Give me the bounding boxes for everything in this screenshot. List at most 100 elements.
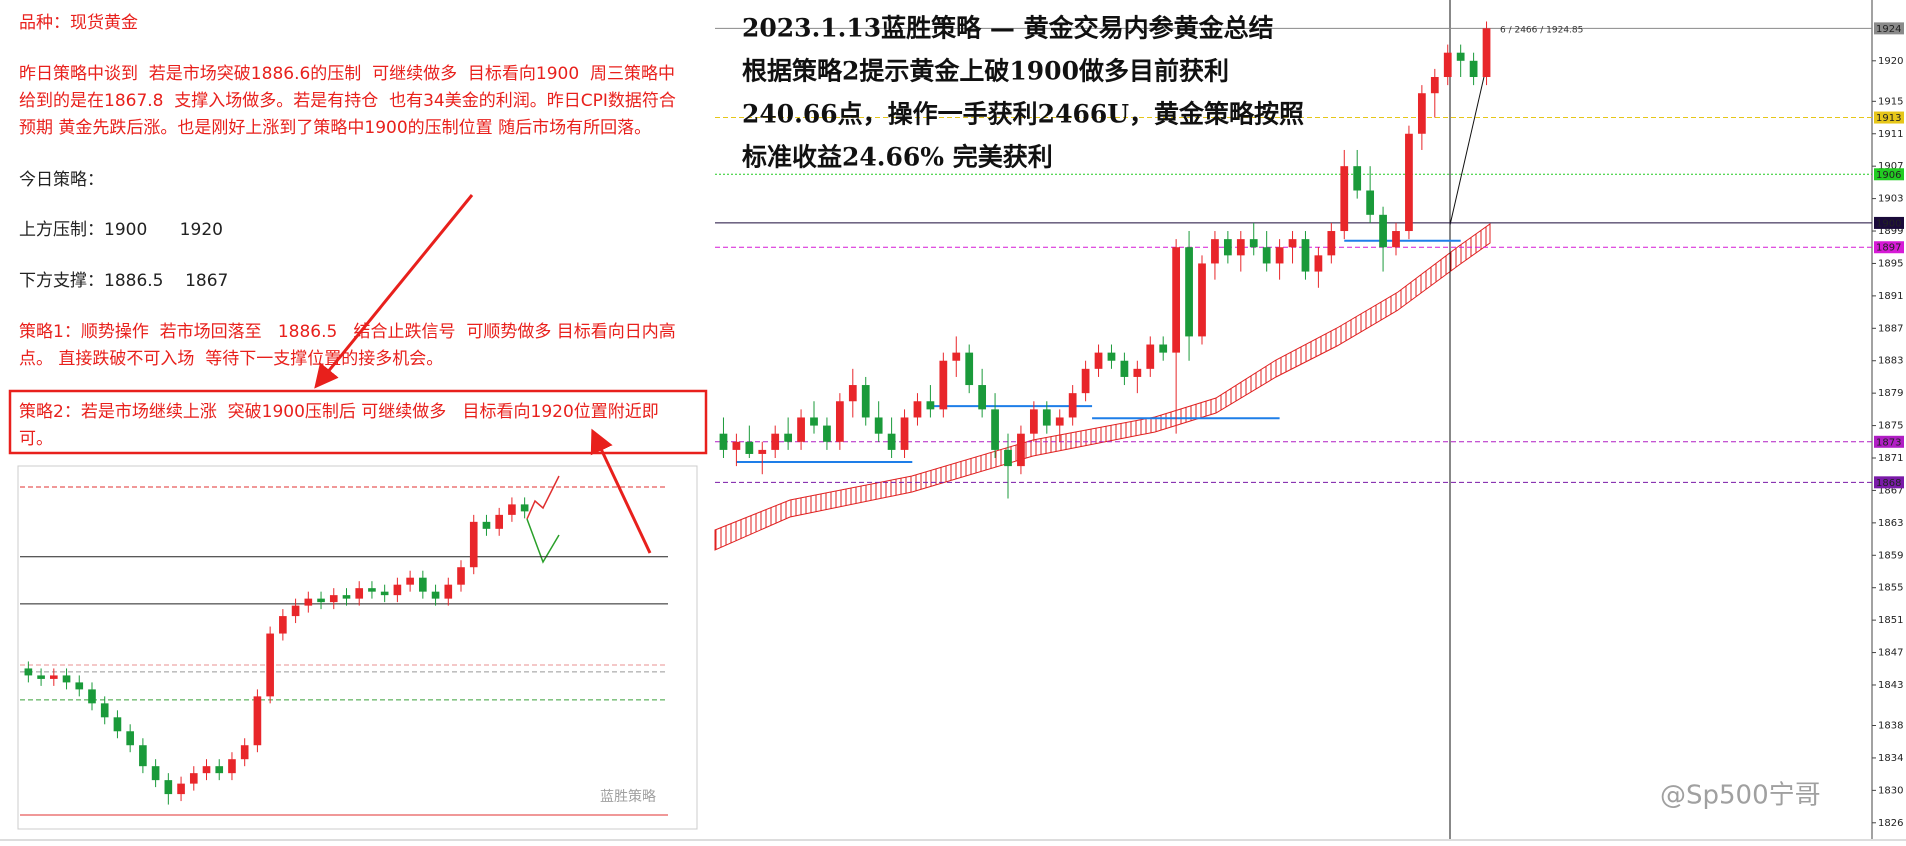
candle-body <box>240 745 249 760</box>
candle-body <box>1262 247 1271 264</box>
price-tag <box>1874 435 1904 448</box>
candle-body <box>758 449 767 454</box>
candle-body <box>797 417 805 442</box>
candle-body <box>1042 409 1051 426</box>
candle-body <box>965 352 974 386</box>
price-tag <box>1874 216 1904 229</box>
candle-body <box>342 595 351 599</box>
y-tick-label: 1879 <box>1878 388 1903 399</box>
arrow <box>590 428 652 554</box>
arrow <box>314 194 474 389</box>
candle-body <box>62 675 71 683</box>
candle-body <box>1443 52 1452 78</box>
y-tick-label: 1851 <box>1878 615 1903 626</box>
price-tag-label: 1906 <box>1876 170 1901 181</box>
y-tick-label: 1875 <box>1878 421 1903 432</box>
candle-body <box>1456 52 1465 61</box>
candle-body <box>151 766 160 781</box>
candle-body <box>1185 247 1193 337</box>
candle-body <box>88 689 96 704</box>
price-tag-label: 1924 <box>1876 24 1901 35</box>
annotation: 2023.1.13蓝胜策略 — 黄金交易内参黄金总结 <box>742 14 1274 43</box>
y-tick-label: 1830 <box>1878 785 1903 796</box>
watermark: 蓝胜策略 <box>600 788 656 805</box>
candle-body <box>939 360 948 410</box>
strategy1-line: 策略1：顺势操作 若市场回落至 1886.5 结合止跌信号 可顺势做多 目标看向… <box>19 322 676 342</box>
candle-body <box>406 577 414 585</box>
y-tick-label: 1907 <box>1878 161 1903 172</box>
candle-body <box>380 591 389 596</box>
candle-body <box>113 717 122 732</box>
candle-body <box>164 780 173 795</box>
candle-body <box>978 385 987 410</box>
y-tick-label: 1895 <box>1878 258 1903 269</box>
info-text: 6 / 2466 / 1924.85 <box>1500 26 1583 36</box>
price-tag-label: 1900 <box>1876 218 1901 229</box>
candle-body <box>482 521 491 529</box>
forecast-up <box>526 475 560 520</box>
candle-body <box>1004 449 1012 467</box>
annotation: 240.66点，操作一手获利2466U，黄金策略按照 <box>742 100 1304 129</box>
y-tick-label: 1915 <box>1878 96 1903 107</box>
y-tick-label: 1867 <box>1878 485 1903 496</box>
candle-body <box>1314 255 1323 272</box>
candle-body <box>1327 231 1336 256</box>
candle-body <box>1055 417 1064 426</box>
candle-body <box>732 441 741 450</box>
candle-body <box>1029 409 1038 434</box>
y-tick-label: 1826 <box>1878 818 1903 829</box>
forecast-down <box>526 518 560 564</box>
candle-body <box>1146 344 1155 369</box>
price-tag-label: 1913 <box>1876 113 1901 124</box>
candle-body <box>1133 368 1142 377</box>
candle-body <box>508 504 516 515</box>
candle-body <box>1469 60 1478 78</box>
candle-body <box>75 682 84 690</box>
price-tag <box>1874 22 1904 35</box>
y-tick-label: 1920 <box>1878 56 1903 67</box>
candle-body <box>457 567 465 585</box>
candle-body <box>215 766 224 774</box>
candle-body <box>444 584 453 599</box>
candle-body <box>291 605 300 617</box>
y-tick-label: 1911 <box>1878 129 1903 140</box>
ma-ribbon <box>714 223 1491 551</box>
y-tick-label: 1903 <box>1878 194 1903 205</box>
paragraph-line: 给到的是在1867.8 支撑入场做多。若是有持仓 也有34美金的利润。昨日CPI… <box>19 91 676 111</box>
today-label: 今日策略： <box>19 170 104 190</box>
candle-body <box>1417 93 1426 134</box>
candle-body <box>1392 231 1400 248</box>
y-tick-label: 1891 <box>1878 291 1903 302</box>
strategy1-line: 点。 直接跌破不可入场 等待下一支撑位置的接多机会。 <box>19 349 443 369</box>
candle-body <box>861 385 870 418</box>
candle-body <box>1068 393 1077 418</box>
candle-body <box>228 759 236 774</box>
resistance: 上方压制：1900 1920 <box>19 220 223 240</box>
candle-body <box>848 385 857 402</box>
y-tick-label: 1838 <box>1878 721 1903 732</box>
candle-body <box>126 731 134 746</box>
price-tag-label: 1873 <box>1876 437 1901 448</box>
candle-body <box>1482 28 1491 78</box>
price-tag-label: 1897 <box>1876 243 1901 254</box>
candle-body <box>719 433 728 450</box>
candle-body <box>355 588 364 599</box>
small-chart-frame <box>17 465 698 830</box>
candle-body <box>1379 214 1387 248</box>
candle-body <box>991 409 999 450</box>
candle-body <box>1301 239 1310 272</box>
candle-body <box>304 598 313 606</box>
candle-body <box>419 577 427 592</box>
arrows <box>314 194 652 554</box>
candle-body <box>1249 239 1258 248</box>
candle-body <box>139 745 147 767</box>
candle-body <box>266 633 274 697</box>
candle-body <box>745 441 754 454</box>
candle-body <box>952 352 961 361</box>
candle-body <box>771 433 780 450</box>
candle-body <box>253 696 262 746</box>
paragraph-line: 昨日策略中谈到 若是市场突破1886.6的压制 可继续做多 目标看向1900 周… <box>19 64 675 84</box>
price-tag <box>1874 111 1904 124</box>
